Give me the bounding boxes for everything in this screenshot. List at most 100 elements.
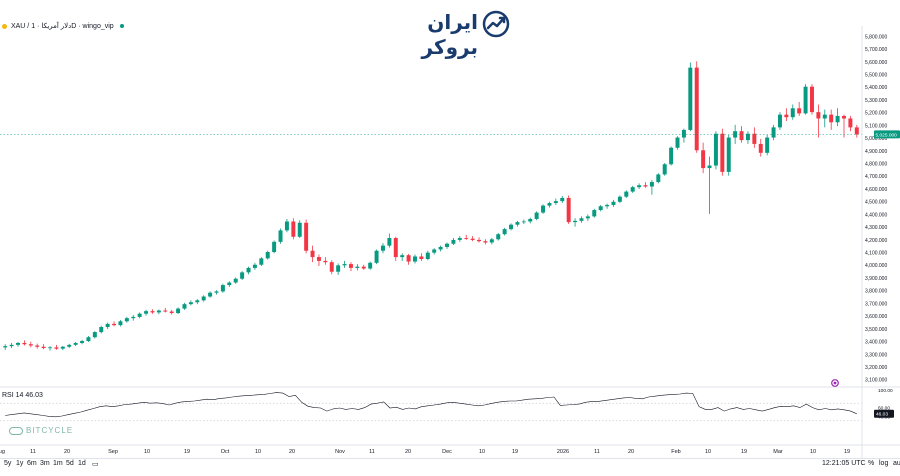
percent-toggle[interactable]: % <box>868 460 875 467</box>
candle[interactable] <box>105 322 110 329</box>
candle[interactable] <box>707 156 712 214</box>
candle[interactable] <box>80 339 85 345</box>
timeframe-3m[interactable]: 3m <box>40 460 50 467</box>
candle[interactable] <box>694 61 699 153</box>
candle[interactable] <box>137 312 142 319</box>
candle[interactable] <box>534 211 539 221</box>
candle[interactable] <box>669 146 674 166</box>
candle[interactable] <box>470 236 475 242</box>
candle[interactable] <box>438 245 443 252</box>
candle[interactable] <box>842 114 846 138</box>
candle[interactable] <box>451 238 456 246</box>
candle[interactable] <box>188 300 193 306</box>
candle[interactable] <box>829 109 834 130</box>
candle[interactable] <box>624 190 629 198</box>
timeframe-1y[interactable]: 1y <box>16 460 24 467</box>
candle[interactable] <box>227 281 232 287</box>
candle[interactable] <box>765 135 770 156</box>
candle[interactable] <box>361 264 366 270</box>
candle[interactable] <box>483 239 488 245</box>
candle[interactable] <box>3 344 8 350</box>
candle[interactable] <box>592 208 597 218</box>
candle[interactable] <box>579 216 584 223</box>
candle[interactable] <box>790 104 795 120</box>
candle[interactable] <box>124 316 129 323</box>
candle[interactable] <box>681 128 686 143</box>
candle[interactable] <box>67 343 72 349</box>
candle[interactable] <box>771 124 776 141</box>
candle[interactable] <box>803 84 808 115</box>
timeframe-1d[interactable]: 1d <box>78 460 86 467</box>
alert-icon[interactable] <box>831 379 839 387</box>
candle[interactable] <box>246 266 251 275</box>
candle[interactable] <box>739 126 744 143</box>
candle[interactable] <box>822 109 827 128</box>
candle[interactable] <box>182 302 187 310</box>
candle[interactable] <box>131 314 136 321</box>
candle[interactable] <box>156 309 161 315</box>
candle[interactable] <box>35 343 40 349</box>
candle[interactable] <box>220 283 225 293</box>
candle[interactable] <box>713 131 718 170</box>
date-range-icon[interactable]: ▭ <box>92 461 99 468</box>
candle[interactable] <box>54 344 59 350</box>
candle[interactable] <box>163 307 168 313</box>
candle[interactable] <box>329 260 334 275</box>
candle[interactable] <box>630 185 635 193</box>
candle[interactable] <box>777 112 782 130</box>
candle[interactable] <box>304 219 309 254</box>
candle[interactable] <box>464 234 469 240</box>
candle[interactable] <box>368 261 373 270</box>
candle[interactable] <box>758 138 763 157</box>
candle[interactable] <box>169 309 174 315</box>
candle[interactable] <box>688 62 693 132</box>
candle[interactable] <box>380 243 385 254</box>
candle[interactable] <box>393 236 398 261</box>
candle[interactable] <box>60 345 65 351</box>
candle[interactable] <box>477 237 482 243</box>
candle[interactable] <box>48 346 53 351</box>
clock-readout[interactable]: 12:21:05 UTC <box>822 460 866 467</box>
candle[interactable] <box>835 108 840 127</box>
candle[interactable] <box>457 236 462 242</box>
price-axis[interactable] <box>862 26 900 458</box>
candle[interactable] <box>208 291 213 298</box>
candle[interactable] <box>86 335 91 343</box>
candle[interactable] <box>598 204 603 212</box>
candle[interactable] <box>585 214 590 221</box>
candle[interactable] <box>643 182 648 188</box>
timeframe-6m[interactable]: 6m <box>27 460 37 467</box>
candle[interactable] <box>355 264 360 271</box>
candle[interactable] <box>445 242 449 249</box>
candle[interactable] <box>649 180 654 195</box>
candle[interactable] <box>605 203 610 209</box>
candle[interactable] <box>432 248 437 255</box>
candle[interactable] <box>252 262 257 270</box>
candle[interactable] <box>144 309 149 316</box>
auto-toggle[interactable]: auto <box>893 460 900 467</box>
candle[interactable] <box>22 340 27 346</box>
candle[interactable] <box>496 232 501 241</box>
candle[interactable] <box>745 131 750 144</box>
candle[interactable] <box>348 262 353 272</box>
symbol-legend[interactable]: XAU / دلار آمریکا · 1D · wingo_vip <box>2 22 124 30</box>
timeframe-5d[interactable]: 5d <box>66 460 74 467</box>
candle[interactable] <box>560 196 565 204</box>
candle[interactable] <box>752 127 757 148</box>
candle[interactable] <box>489 238 494 245</box>
candle[interactable] <box>528 217 533 224</box>
candle[interactable] <box>28 341 33 348</box>
candle[interactable] <box>118 320 123 327</box>
candle[interactable] <box>214 290 219 295</box>
log-toggle[interactable]: log <box>879 460 889 467</box>
candle[interactable] <box>342 260 347 268</box>
candle[interactable] <box>265 250 270 260</box>
candle[interactable] <box>99 325 104 334</box>
candle[interactable] <box>41 344 46 350</box>
candle[interactable] <box>284 218 289 233</box>
candle[interactable] <box>515 220 520 227</box>
candle[interactable] <box>809 84 814 115</box>
candle[interactable] <box>675 136 680 150</box>
candle[interactable] <box>720 128 725 176</box>
